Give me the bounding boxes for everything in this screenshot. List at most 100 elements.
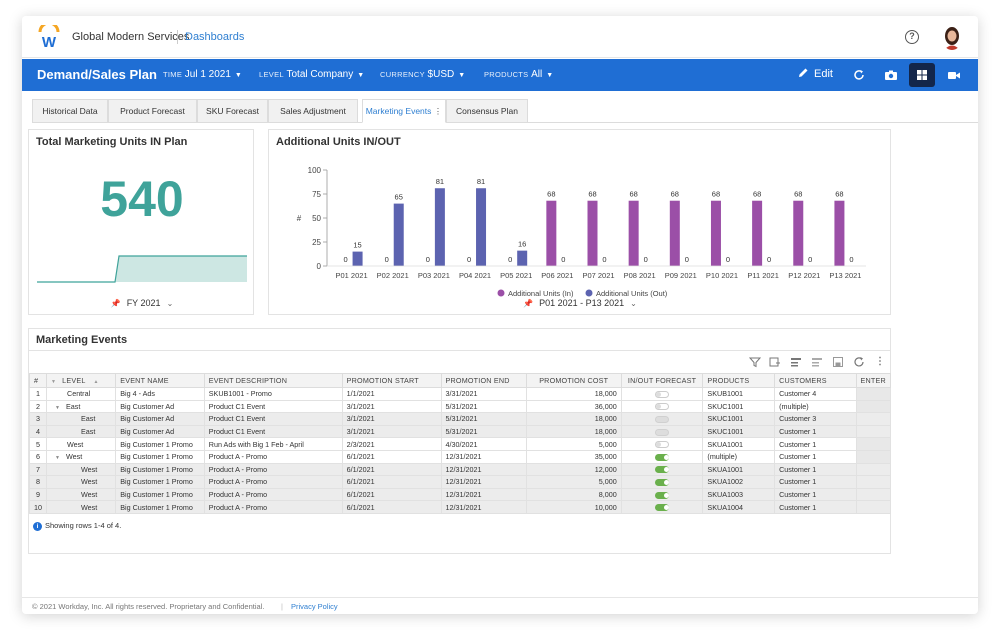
more-options-icon[interactable]: ⋮ (875, 356, 885, 367)
cell-promotion-end[interactable]: 5/31/2021 (440, 424, 527, 439)
camera-icon[interactable] (884, 68, 898, 82)
table-row[interactable]: 10 West Big Customer 1 Promo Product A - Pr… (29, 500, 891, 514)
cell-in-out-forecast[interactable] (620, 487, 704, 502)
cell-in-out-forecast[interactable] (620, 449, 704, 464)
cell-promotion-start[interactable]: 6/1/2021 (341, 449, 442, 464)
cell-level[interactable]: West (45, 500, 117, 514)
col-header-event-description[interactable]: EVENT DESCRIPTION (203, 373, 343, 388)
cell-promotion-end[interactable]: 12/31/2021 (440, 462, 527, 477)
forecast-toggle[interactable] (655, 453, 670, 461)
tab-sales-adjustment[interactable]: Sales Adjustment (268, 99, 358, 123)
filter-icon[interactable] (749, 356, 761, 368)
cell-row-number[interactable]: 3 (29, 412, 47, 426)
cell-row-number[interactable]: 6 (29, 449, 47, 464)
cell-promotion-end[interactable]: 3/31/2021 (440, 387, 527, 401)
tab-product-forecast[interactable]: Product Forecast (108, 99, 197, 123)
cell-row-number[interactable]: 4 (29, 424, 47, 439)
cell-promotion-end[interactable]: 5/31/2021 (440, 412, 527, 426)
cell-row-number[interactable]: 1 (29, 387, 47, 401)
cell-products[interactable]: SKUA1001 (702, 462, 776, 477)
col-header-customers[interactable]: CUSTOMERS (774, 373, 857, 388)
cell-level[interactable]: West (45, 475, 117, 489)
add-row-icon[interactable] (769, 356, 781, 368)
col-header-promotion-start[interactable]: PROMOTION START (341, 373, 442, 388)
table-row[interactable]: 5 West Big Customer 1 Promo Run Ads with Bi… (29, 437, 891, 451)
cell-event-name[interactable]: Big Customer Ad (115, 424, 205, 439)
cell-in-out-forecast[interactable] (620, 437, 704, 451)
cell-products[interactable]: SKUB1001 (702, 387, 776, 401)
cell-event-name[interactable]: Big Customer Ad (115, 412, 205, 426)
filter-time[interactable]: TIME Jul 1 2021 ▼ (163, 69, 242, 80)
forecast-toggle[interactable] (655, 504, 670, 512)
cell-event-description[interactable]: SKUB1001 - Promo (203, 387, 343, 401)
cell-enter[interactable] (855, 412, 891, 426)
cell-event-name[interactable]: Big Customer 1 Promo (115, 449, 205, 464)
kebab-menu-icon[interactable]: ⋮ (433, 106, 443, 116)
cell-customers[interactable]: Customer 1 (774, 487, 857, 502)
cell-promotion-start[interactable]: 1/1/2021 (341, 387, 442, 401)
cell-products[interactable]: SKUC1001 (702, 399, 776, 414)
cell-event-description[interactable]: Product C1 Event (203, 412, 343, 426)
cell-customers[interactable]: Customer 1 (774, 424, 857, 439)
tab-historical-data[interactable]: Historical Data (32, 99, 108, 123)
cell-event-name[interactable]: Big Customer Ad (115, 399, 205, 414)
remove-row-icon[interactable] (811, 356, 823, 368)
cell-products[interactable]: SKUA1002 (702, 475, 776, 489)
workday-logo[interactable]: W (38, 25, 60, 49)
tab-sku-forecast[interactable]: SKU Forecast (197, 99, 268, 123)
col-header-in-out-forecast[interactable]: IN/OUT FORECAST (620, 373, 704, 388)
cell-level[interactable]: Central (45, 387, 117, 401)
cell-level[interactable]: West (45, 437, 117, 451)
table-row[interactable]: 7 West Big Customer 1 Promo Product A - Pro… (29, 462, 891, 477)
cell-level[interactable]: West (45, 487, 117, 502)
cell-promotion-start[interactable]: 3/1/2021 (341, 424, 442, 439)
tab-marketing-events[interactable]: Marketing Events ⋮ (362, 99, 446, 123)
cell-promotion-start[interactable]: 3/1/2021 (341, 412, 442, 426)
cell-enter[interactable] (855, 424, 891, 439)
forecast-toggle[interactable] (655, 403, 670, 411)
cell-in-out-forecast[interactable] (620, 462, 704, 477)
filter-currency[interactable]: CURRENCY $USD ▼ (380, 69, 465, 80)
cell-level[interactable]: West (45, 462, 117, 477)
cell-customers[interactable]: Customer 3 (774, 412, 857, 426)
cell-event-description[interactable]: Product A - Promo (203, 475, 343, 489)
cell-in-out-forecast[interactable] (620, 424, 704, 439)
col-header-enter[interactable]: ENTER (855, 373, 891, 388)
cell-promotion-start[interactable]: 6/1/2021 (341, 475, 442, 489)
table-row[interactable]: 1 Central Big 4 - Ads SKUB1001 - Promo 1/1/2… (29, 387, 891, 401)
cell-promotion-cost[interactable]: 36,000 (525, 399, 622, 414)
table-row[interactable]: 4 East Big Customer Ad Product C1 Event 3/1/… (29, 424, 891, 439)
cell-event-name[interactable]: Big 4 - Ads (115, 387, 205, 401)
cell-customers[interactable]: Customer 4 (774, 387, 857, 401)
cell-products[interactable]: SKUC1001 (702, 424, 776, 439)
cell-enter[interactable] (855, 487, 891, 502)
col-header-number[interactable]: # (29, 373, 47, 388)
cell-enter[interactable] (855, 449, 891, 464)
cell-products[interactable]: (multiple) (702, 449, 776, 464)
cell-in-out-forecast[interactable] (620, 387, 704, 401)
cell-event-description[interactable]: Product C1 Event (203, 399, 343, 414)
dashboards-link[interactable]: Dashboards (185, 31, 245, 43)
cell-promotion-end[interactable]: 12/31/2021 (440, 500, 527, 514)
refresh-icon[interactable] (853, 356, 865, 368)
cell-promotion-start[interactable]: 2/3/2021 (341, 437, 442, 451)
cell-in-out-forecast[interactable] (620, 412, 704, 426)
cell-promotion-cost[interactable]: 8,000 (525, 487, 622, 502)
cell-level[interactable]: ▼ West (45, 449, 117, 464)
forecast-toggle[interactable] (655, 441, 670, 449)
cell-customers[interactable]: Customer 1 (774, 449, 857, 464)
cell-event-description[interactable]: Product A - Promo (203, 462, 343, 477)
edit-button[interactable]: Edit (798, 67, 833, 80)
table-row[interactable]: 2 ▼ East Big Customer Ad Product C1 Event 3/1… (29, 399, 891, 414)
cell-promotion-start[interactable]: 3/1/2021 (341, 399, 442, 414)
cell-row-number[interactable]: 9 (29, 487, 47, 502)
table-row[interactable]: 6 ▼ West Big Customer 1 Promo Product A - Pr… (29, 449, 891, 464)
cell-products[interactable]: SKUA1004 (702, 500, 776, 514)
col-header-level[interactable]: ▼ LEVEL ▲ (45, 373, 117, 388)
cell-level[interactable]: ▼ East (45, 399, 117, 414)
cell-products[interactable]: SKUA1001 (702, 437, 776, 451)
save-icon[interactable] (832, 356, 844, 368)
cell-promotion-cost[interactable]: 18,000 (525, 412, 622, 426)
cell-event-name[interactable]: Big Customer 1 Promo (115, 487, 205, 502)
cell-promotion-cost[interactable]: 5,000 (525, 475, 622, 489)
